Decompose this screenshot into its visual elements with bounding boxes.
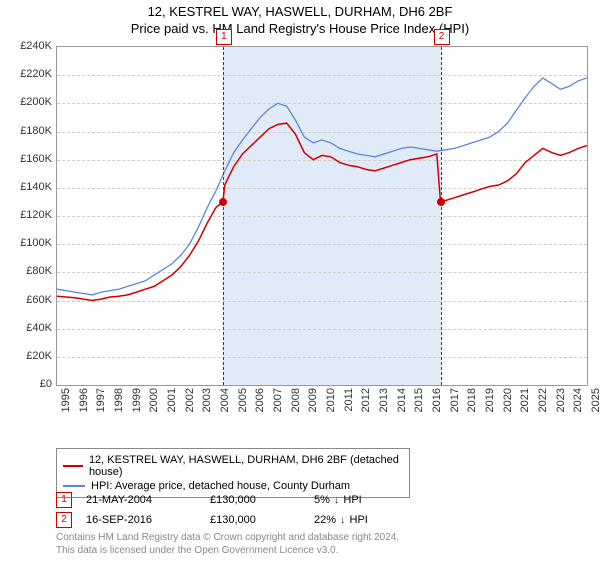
x-axis-label: 2015 [413, 388, 425, 418]
transaction-line [223, 47, 224, 385]
x-axis-label: 2021 [519, 388, 531, 418]
legend-item-property: 12, KESTREL WAY, HASWELL, DURHAM, DH6 2B… [63, 453, 403, 479]
chart-subtitle: Price paid vs. HM Land Registry's House … [0, 21, 600, 36]
transaction-dot [437, 198, 445, 206]
transaction-marker-2: 2 [56, 512, 72, 528]
x-axis-label: 2020 [502, 388, 514, 418]
y-axis-label: £100K [8, 237, 52, 249]
plot-area: 12 [56, 46, 588, 386]
y-axis-label: £120K [8, 209, 52, 221]
y-axis-label: £140K [8, 181, 52, 193]
x-axis-label: 2017 [449, 388, 461, 418]
transaction-diff-label-2: HPI [350, 514, 368, 526]
transaction-marker-1: 1 [56, 492, 72, 508]
x-axis-label: 2025 [590, 388, 600, 418]
footer-line-2: This data is licensed under the Open Gov… [56, 545, 399, 558]
footer-line-1: Contains HM Land Registry data © Crown c… [56, 532, 399, 545]
transaction-marker-box: 1 [216, 29, 232, 45]
transaction-line [441, 47, 442, 385]
footer-attribution: Contains HM Land Registry data © Crown c… [56, 532, 399, 557]
transaction-marker-box: 2 [434, 29, 450, 45]
x-axis-label: 2007 [272, 388, 284, 418]
y-axis-label: £240K [8, 40, 52, 52]
transaction-diff-1: 5% ↓ HPI [314, 494, 404, 506]
arrow-down-icon: ↓ [340, 514, 346, 526]
transaction-date-1: 21-MAY-2004 [86, 494, 196, 506]
y-axis-label: £220K [8, 68, 52, 80]
x-axis-label: 2005 [237, 388, 249, 418]
y-axis-label: £160K [8, 153, 52, 165]
x-axis-label: 1999 [131, 388, 143, 418]
transaction-diff-pct-2: 22% [314, 514, 336, 526]
x-axis-label: 2018 [466, 388, 478, 418]
y-axis-label: £200K [8, 96, 52, 108]
arrow-down-icon: ↓ [334, 494, 340, 506]
x-axis-label: 2001 [166, 388, 178, 418]
x-axis-label: 2000 [148, 388, 160, 418]
series-line-hpi [57, 78, 587, 295]
chart-lines-svg [57, 47, 587, 385]
x-axis-label: 2006 [254, 388, 266, 418]
transaction-dot [219, 198, 227, 206]
y-axis-label: £40K [8, 322, 52, 334]
x-axis-label: 2009 [307, 388, 319, 418]
x-axis-label: 2023 [555, 388, 567, 418]
transaction-diff-2: 22% ↓ HPI [314, 514, 404, 526]
y-axis-label: £20K [8, 350, 52, 362]
x-axis-label: 2014 [396, 388, 408, 418]
x-axis-label: 2013 [378, 388, 390, 418]
transaction-price-1: £130,000 [210, 494, 300, 506]
chart-area: 12 £0 £20K £40K £60K £80K £100K £120K £140K £160… [8, 46, 592, 416]
transaction-table: 1 21-MAY-2004 £130,000 5% ↓ HPI 2 16-SEP… [56, 490, 404, 530]
x-axis-label: 2003 [201, 388, 213, 418]
x-axis-label: 2024 [572, 388, 584, 418]
x-axis-label: 2002 [184, 388, 196, 418]
transaction-price-2: £130,000 [210, 514, 300, 526]
transaction-row-1: 1 21-MAY-2004 £130,000 5% ↓ HPI [56, 490, 404, 510]
series-line-property [57, 123, 587, 300]
x-axis-label: 2019 [484, 388, 496, 418]
y-axis-label: £0 [8, 378, 52, 390]
legend-swatch-hpi [63, 485, 85, 487]
x-axis-label: 1995 [60, 388, 72, 418]
x-axis-label: 2010 [325, 388, 337, 418]
chart-container: 12, KESTREL WAY, HASWELL, DURHAM, DH6 2B… [0, 4, 600, 564]
y-axis-label: £180K [8, 125, 52, 137]
x-axis-label: 1997 [95, 388, 107, 418]
x-axis-label: 2016 [431, 388, 443, 418]
x-axis-label: 2008 [290, 388, 302, 418]
x-axis-label: 1998 [113, 388, 125, 418]
legend-label-property: 12, KESTREL WAY, HASWELL, DURHAM, DH6 2B… [89, 454, 403, 478]
transaction-row-2: 2 16-SEP-2016 £130,000 22% ↓ HPI [56, 510, 404, 530]
x-axis-label: 1996 [78, 388, 90, 418]
y-axis-label: £60K [8, 294, 52, 306]
legend-swatch-property [63, 465, 83, 467]
transaction-diff-label-1: HPI [343, 494, 361, 506]
y-axis-label: £80K [8, 265, 52, 277]
transaction-date-2: 16-SEP-2016 [86, 514, 196, 526]
x-axis-label: 2022 [537, 388, 549, 418]
transaction-diff-pct-1: 5% [314, 494, 330, 506]
x-axis-label: 2011 [343, 388, 355, 418]
x-axis-label: 2012 [360, 388, 372, 418]
x-axis-label: 2004 [219, 388, 231, 418]
chart-title: 12, KESTREL WAY, HASWELL, DURHAM, DH6 2B… [0, 4, 600, 19]
